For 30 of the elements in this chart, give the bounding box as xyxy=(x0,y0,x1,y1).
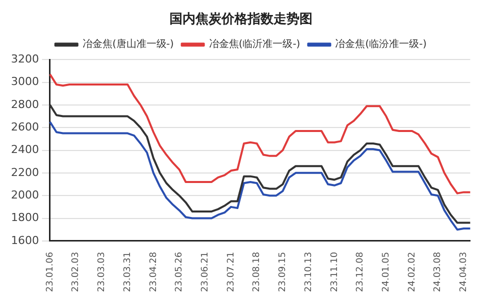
x-tick-label: 23.03.31 xyxy=(122,252,133,292)
legend-label: 冶金焦(唐山准一级-) xyxy=(82,38,174,50)
y-tick-label: 2000 xyxy=(10,188,39,202)
legend-label: 冶金焦(临沂准一级-) xyxy=(208,38,300,50)
y-tick-label: 3200 xyxy=(10,52,39,66)
x-tick-label: 23.11.10 xyxy=(330,252,340,292)
x-tick-label: 23.08.18 xyxy=(252,252,262,292)
y-tick-label: 1800 xyxy=(10,211,39,224)
y-tick-label: 2600 xyxy=(10,120,39,134)
x-tick-label: 23.12.08 xyxy=(356,252,366,292)
y-tick-label: 2400 xyxy=(10,143,39,156)
chart-title: 国内焦炭价格指数走势图 xyxy=(170,11,312,28)
x-tick-label: 23.03.03 xyxy=(97,252,108,292)
y-tick-label: 1600 xyxy=(10,234,39,247)
y-tick-label: 2800 xyxy=(10,98,39,111)
x-tick-label: 23.07.21 xyxy=(226,252,236,292)
x-tick-label: 24.02.02 xyxy=(407,252,418,292)
x-tick-label: 23.09.15 xyxy=(278,252,288,292)
x-tick-label: 23.04.28 xyxy=(148,252,159,292)
x-tick-label: 24.03.08 xyxy=(433,252,444,292)
x-tick-label: 23.10.13 xyxy=(304,252,314,292)
x-tick-label: 24.04.03 xyxy=(459,252,470,292)
x-tick-label: 23.01.06 xyxy=(45,252,56,292)
legend-label: 冶金焦(临汾准一级-) xyxy=(335,38,427,50)
x-tick-label: 23.06.21 xyxy=(200,252,210,292)
y-tick-label: 2200 xyxy=(10,166,39,179)
y-tick-label: 3000 xyxy=(10,75,39,88)
x-tick-label: 23.02.03 xyxy=(71,252,82,292)
x-tick-label: 24.01.05 xyxy=(382,252,392,292)
x-tick-label: 23.05.26 xyxy=(174,252,185,292)
